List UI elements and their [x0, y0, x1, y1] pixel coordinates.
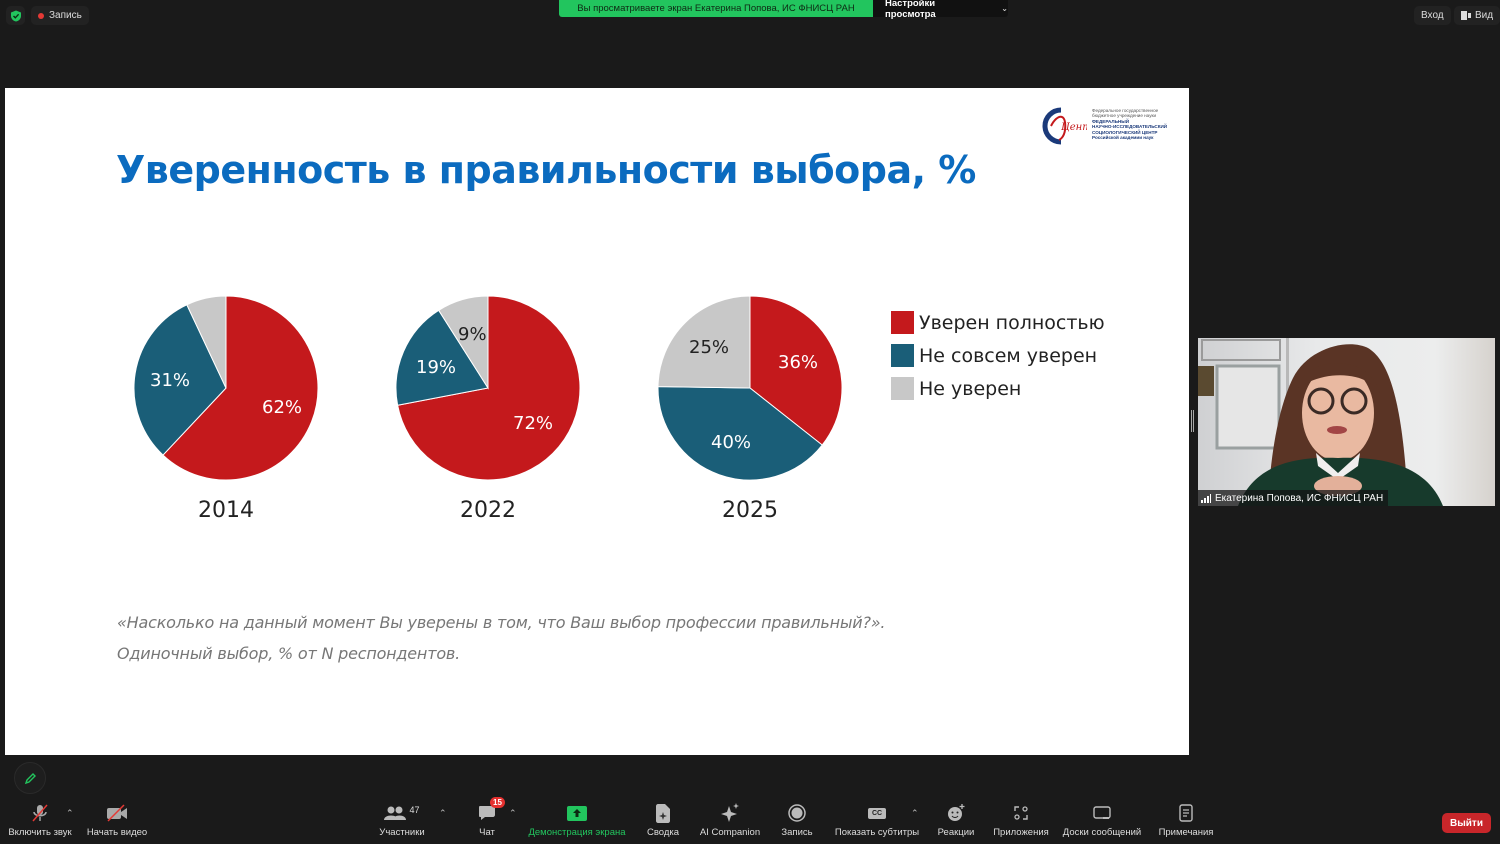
notes-button[interactable]: Примечания	[1158, 800, 1214, 844]
slice-fully-confident	[749, 295, 843, 446]
chat-bubble-icon	[479, 806, 495, 820]
whiteboard-icon	[1093, 805, 1111, 819]
video-camera-off-icon	[107, 804, 127, 822]
slice-fully-confident	[397, 295, 581, 481]
year-label-2025: 2025	[722, 498, 778, 523]
login-button[interactable]: Вход	[1414, 6, 1451, 25]
chat-options-caret[interactable]: ⌃	[509, 808, 517, 818]
view-label: Вид	[1475, 10, 1494, 21]
fnisc-emblem-icon: Центр	[1042, 107, 1087, 145]
whiteboards-button[interactable]: Доски сообщений	[1062, 800, 1142, 844]
pie-2022-label-gray: 9%	[458, 324, 487, 345]
signal-strength-icon	[1201, 493, 1211, 503]
sparkle-icon	[721, 803, 739, 822]
top-bar: Запись Вы просматриваете экран Екатерина…	[0, 0, 1500, 30]
slice-not-quite-confident	[133, 304, 227, 456]
logo-text: Федеральное государственное бюджетное уч…	[1092, 108, 1168, 141]
security-button[interactable]	[6, 6, 25, 25]
participants-options-caret[interactable]: ⌃	[439, 808, 447, 818]
pencil-icon	[24, 772, 36, 784]
chat-unread-badge: 15	[490, 797, 505, 808]
unmute-button[interactable]: Включить звук	[8, 800, 72, 844]
year-label-2022: 2022	[460, 498, 516, 523]
legend-item-not-quite-confident: Не совсем уверен	[891, 339, 1105, 372]
record-button[interactable]: Запись	[781, 800, 813, 844]
legend-swatch-blue	[891, 344, 914, 367]
pie-2022-label-red: 72%	[513, 413, 554, 434]
participants-count: 47	[409, 805, 420, 815]
slice-not-quite-confident	[395, 309, 489, 406]
summary-document-icon	[656, 803, 670, 823]
login-label: Вход	[1421, 10, 1444, 21]
reactions-button[interactable]: Реакции	[937, 800, 975, 844]
participants-button[interactable]: 47 Участники	[379, 805, 425, 838]
audio-options-caret[interactable]: ⌃	[66, 808, 74, 818]
legend-item-fully-confident: Уверен полностью	[891, 306, 1105, 339]
legend-swatch-gray	[891, 377, 914, 400]
svg-text:Центр: Центр	[1061, 122, 1087, 133]
slice-not-confident	[438, 295, 489, 390]
pie-2022-label-blue: 19%	[416, 357, 457, 378]
record-dot-icon	[38, 12, 44, 19]
pie-2025-label-gray: 25%	[689, 337, 730, 358]
apps-icon	[1014, 806, 1028, 820]
pie-2025-label-blue: 40%	[711, 432, 752, 453]
slice-fully-confident	[162, 295, 319, 481]
chart-legend: Уверен полностью Не совсем уверен Не уве…	[891, 306, 1105, 405]
pie-chart-2025: 36% 40% 25%	[657, 295, 843, 481]
chevron-down-icon: ⌄	[1001, 4, 1008, 13]
fnisc-logo: Центр Федеральное государственное бюджет…	[1037, 104, 1177, 148]
smiley-plus-icon	[948, 804, 965, 821]
slide-title: Уверенность в правильности выбора, %	[116, 148, 976, 192]
legend-item-not-confident: Не уверен	[891, 372, 1105, 405]
slice-not-confident	[186, 295, 227, 389]
view-layout-icon	[1461, 11, 1471, 20]
record-circle-icon	[788, 804, 806, 822]
shared-slide: Уверенность в правильности выбора, % Цен…	[5, 88, 1189, 755]
screen-share-banner: Вы просматриваете экран Екатерина Попова…	[559, 0, 873, 17]
share-screen-arrow-icon	[567, 805, 587, 821]
pie-2014-label-red: 62%	[262, 397, 303, 418]
shield-check-icon	[10, 10, 21, 21]
ai-companion-button[interactable]: AI Companion	[700, 800, 760, 844]
pie-chart-2014: 62% 31%	[133, 295, 319, 481]
pie-2025-label-red: 36%	[778, 352, 819, 373]
show-captions-button[interactable]: CC Показать субтитры	[834, 807, 920, 838]
notes-icon	[1179, 804, 1193, 822]
chat-button[interactable]: 15 Чат	[476, 797, 505, 844]
participant-video-feed	[1198, 338, 1443, 506]
participant-name-tag: Екатерина Попова, ИС ФНИСЦ РАН	[1198, 490, 1389, 506]
method-note: Одиночный выбор, % от N респондентов.	[117, 644, 461, 663]
leave-meeting-button[interactable]: Выйти	[1442, 813, 1491, 833]
pie-chart-2022: 72% 19% 9%	[395, 295, 581, 481]
captions-options-caret[interactable]: ⌃	[911, 808, 919, 818]
year-label-2014: 2014	[198, 498, 254, 523]
slice-not-quite-confident	[657, 386, 823, 481]
pie-2014-label-blue: 31%	[150, 370, 191, 391]
question-note: «Насколько на данный момент Вы уверены в…	[117, 613, 886, 632]
view-button[interactable]: Вид	[1454, 6, 1500, 25]
legend-swatch-red	[891, 311, 914, 334]
start-video-button[interactable]: Начать видео	[87, 800, 147, 844]
annotate-button[interactable]	[14, 762, 46, 794]
slice-not-confident	[657, 295, 751, 389]
participants-icon	[384, 806, 407, 820]
share-screen-button[interactable]: Демонстрация экрана	[528, 800, 626, 844]
participant-name: Екатерина Попова, ИС ФНИСЦ РАН	[1215, 492, 1384, 504]
participant-video-tile[interactable]: Екатерина Попова, ИС ФНИСЦ РАН	[1198, 338, 1495, 506]
panel-resize-handle[interactable]	[1191, 410, 1194, 432]
view-settings-button[interactable]: Настройки просмотра ⌄	[873, 0, 1008, 20]
meeting-toolbar: Включить звук ⌃ Начать видео 47 Участник…	[0, 797, 1500, 844]
apps-button[interactable]: Приложения	[993, 800, 1049, 844]
summary-button[interactable]: Сводка	[646, 800, 680, 844]
closed-captions-icon: CC	[867, 807, 887, 819]
recording-label: Запись	[49, 10, 82, 21]
microphone-muted-icon	[32, 804, 48, 822]
recording-indicator[interactable]: Запись	[31, 6, 89, 25]
view-settings-label: Настройки просмотра	[885, 0, 936, 20]
